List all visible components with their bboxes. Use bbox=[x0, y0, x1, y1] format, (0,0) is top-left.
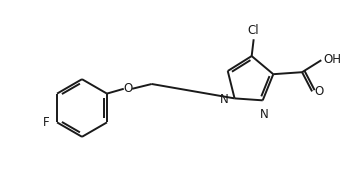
Text: N: N bbox=[260, 108, 269, 120]
Text: F: F bbox=[43, 116, 50, 129]
Text: N: N bbox=[220, 93, 229, 106]
Text: O: O bbox=[315, 85, 324, 98]
Text: O: O bbox=[123, 82, 132, 95]
Text: Cl: Cl bbox=[248, 24, 260, 37]
Text: OH: OH bbox=[324, 53, 342, 66]
